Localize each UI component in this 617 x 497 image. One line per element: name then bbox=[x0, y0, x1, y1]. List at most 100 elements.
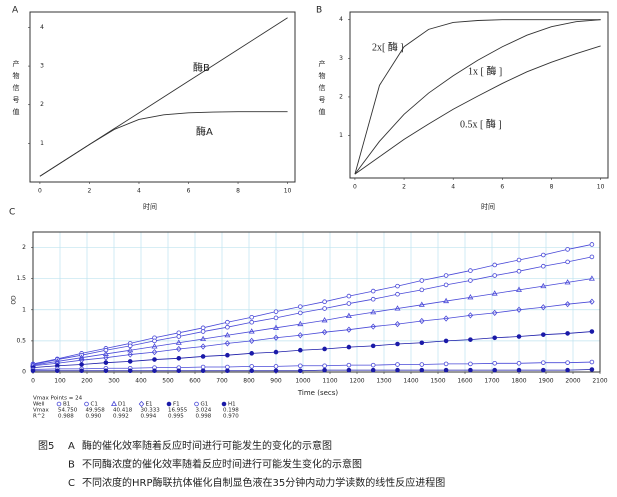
stats-value: 3.024 bbox=[196, 408, 212, 414]
data-point bbox=[225, 352, 230, 358]
data-point bbox=[200, 368, 206, 374]
x-tick-label: 2 bbox=[402, 184, 406, 191]
stats-value: 0.990 bbox=[86, 414, 102, 420]
data-point bbox=[79, 368, 84, 374]
x-tick-label: 1600 bbox=[457, 378, 472, 385]
data-point bbox=[419, 367, 425, 373]
data-point bbox=[176, 356, 182, 361]
stats-value: 0.970 bbox=[223, 414, 239, 420]
data-point bbox=[370, 288, 376, 294]
data-point bbox=[467, 294, 474, 300]
data-point bbox=[176, 345, 182, 353]
data-point bbox=[346, 362, 352, 368]
data-point bbox=[127, 359, 133, 364]
series-label: 酶B bbox=[193, 61, 210, 74]
data-point bbox=[370, 296, 376, 302]
data-point bbox=[394, 320, 401, 328]
data-point bbox=[394, 305, 401, 311]
data-point bbox=[346, 344, 352, 350]
data-point bbox=[418, 301, 425, 307]
data-point bbox=[166, 401, 172, 407]
stats-value: 30.333 bbox=[141, 408, 161, 414]
y-tick-label: 2 bbox=[22, 244, 26, 251]
data-point bbox=[516, 360, 522, 366]
data-point bbox=[225, 368, 230, 374]
stats-well: E1 bbox=[146, 402, 153, 408]
x-tick-label: 1900 bbox=[538, 378, 553, 385]
data-point bbox=[152, 357, 157, 362]
x-tick-label: 1500 bbox=[430, 378, 445, 385]
data-point bbox=[297, 310, 303, 316]
x-tick-label: 0 bbox=[353, 184, 357, 191]
data-point bbox=[540, 282, 547, 289]
y-tick-label: 3 bbox=[40, 63, 44, 70]
data-point bbox=[346, 293, 352, 299]
data-point bbox=[346, 326, 352, 333]
data-point bbox=[395, 367, 400, 373]
data-point bbox=[273, 309, 279, 314]
stats-row-label: Well bbox=[33, 402, 45, 408]
data-point bbox=[540, 252, 546, 258]
y-tick-label: 1 bbox=[339, 132, 343, 139]
data-point bbox=[224, 331, 231, 338]
data-point bbox=[273, 315, 279, 321]
caption-label: A bbox=[68, 441, 75, 452]
data-point bbox=[589, 367, 595, 372]
data-point bbox=[200, 335, 207, 342]
data-point bbox=[565, 259, 570, 265]
x-tick-label: 300 bbox=[108, 378, 120, 385]
data-point bbox=[492, 273, 498, 278]
y-tick-label: 3 bbox=[339, 55, 343, 62]
series-label: 0.5x [ 酶 ] bbox=[460, 117, 502, 130]
x-tick-label: 1800 bbox=[511, 378, 526, 385]
data-point bbox=[589, 359, 595, 365]
data-point bbox=[322, 306, 327, 311]
panel-label: C bbox=[9, 208, 15, 218]
data-point bbox=[225, 324, 230, 330]
x-tick-label: 1300 bbox=[376, 378, 391, 385]
series-line bbox=[32, 256, 592, 365]
caption-text: 不同酶浓度的催化效率随着反应时间进行可能发生变化的示意图 bbox=[82, 458, 362, 471]
data-point bbox=[248, 328, 255, 334]
series-line bbox=[354, 45, 601, 175]
y-axis-title: OD bbox=[11, 295, 18, 305]
data-point bbox=[443, 273, 449, 278]
data-point bbox=[297, 368, 303, 374]
series-label: 2x[ 酶 ] bbox=[372, 40, 404, 53]
y-axis-title: 产物信号值 bbox=[318, 59, 326, 120]
x-axis-title: 时间 bbox=[481, 202, 495, 211]
data-point bbox=[200, 364, 206, 370]
y-tick-label: 0 bbox=[22, 369, 26, 376]
y-tick-label: 1 bbox=[22, 306, 26, 313]
data-point bbox=[395, 291, 400, 297]
caption-label: C bbox=[68, 478, 75, 489]
data-point bbox=[322, 363, 327, 369]
stats-value: 0.995 bbox=[168, 414, 184, 420]
data-point bbox=[540, 332, 546, 337]
data-point bbox=[492, 360, 498, 366]
x-tick-label: 10 bbox=[597, 184, 605, 191]
x-tick-label: 4 bbox=[451, 184, 455, 191]
data-point bbox=[200, 343, 206, 350]
data-point bbox=[79, 362, 84, 367]
data-point bbox=[540, 304, 547, 311]
data-point bbox=[297, 332, 304, 339]
x-tick-label: 900 bbox=[270, 378, 282, 385]
data-point bbox=[565, 331, 570, 336]
data-point bbox=[395, 341, 400, 347]
data-point bbox=[468, 268, 473, 273]
y-tick-label: 1 bbox=[40, 140, 44, 147]
series-line bbox=[32, 361, 592, 370]
x-tick-label: 800 bbox=[243, 378, 255, 385]
data-point bbox=[443, 338, 449, 344]
data-point bbox=[516, 334, 522, 339]
x-tick-label: 1000 bbox=[295, 378, 310, 385]
y-tick-label: 0.5 bbox=[16, 337, 26, 344]
data-point bbox=[200, 325, 206, 331]
data-point bbox=[273, 364, 279, 369]
stats-row-label: Vmax bbox=[33, 408, 49, 414]
plot-frame bbox=[349, 11, 609, 179]
stats-title: Vmax Points = 24 bbox=[33, 396, 83, 402]
data-point bbox=[419, 278, 425, 283]
series-line bbox=[32, 331, 592, 369]
